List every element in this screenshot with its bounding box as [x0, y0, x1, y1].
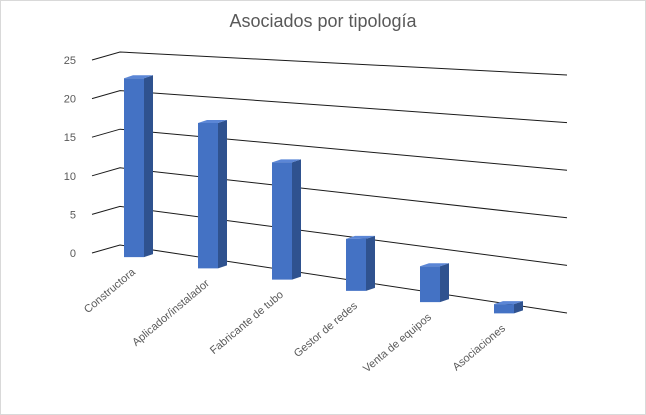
bar-top: [346, 235, 375, 239]
bar-side: [366, 235, 375, 291]
bar-side: [292, 159, 301, 280]
bar-top: [420, 263, 449, 267]
bar-side: [144, 75, 153, 258]
grid-line: [91, 167, 568, 219]
bar-side: [514, 301, 523, 314]
bar-front: [494, 304, 514, 314]
bar-side: [218, 120, 227, 269]
bar-top: [198, 120, 227, 124]
bar-front: [272, 162, 292, 280]
y-tick-label: 10: [64, 171, 76, 183]
y-tick-label: 15: [64, 132, 76, 144]
grid-line: [91, 205, 568, 266]
bar-front: [346, 238, 366, 291]
bar: [494, 301, 523, 314]
bar-side: [440, 263, 449, 303]
grid-line: [91, 51, 568, 76]
y-tick-label: 20: [64, 94, 76, 106]
bar: [124, 75, 153, 258]
grid-line: [91, 128, 568, 171]
grid-line: [91, 90, 568, 124]
chart-title: Asociados por tipología: [229, 11, 417, 31]
bar-top: [494, 301, 523, 305]
bar-front: [198, 123, 218, 269]
bar-front: [124, 78, 144, 258]
y-tick-label: 0: [70, 248, 76, 260]
grid-line: [91, 244, 568, 314]
bar: [420, 263, 449, 303]
bar-front: [420, 266, 440, 303]
y-tick-label: 25: [64, 55, 76, 67]
bar: [346, 235, 375, 291]
bar-top: [272, 159, 301, 163]
bar-top: [124, 75, 153, 79]
y-tick-label: 5: [70, 209, 76, 221]
bar: [198, 120, 227, 269]
bar: [272, 159, 301, 280]
